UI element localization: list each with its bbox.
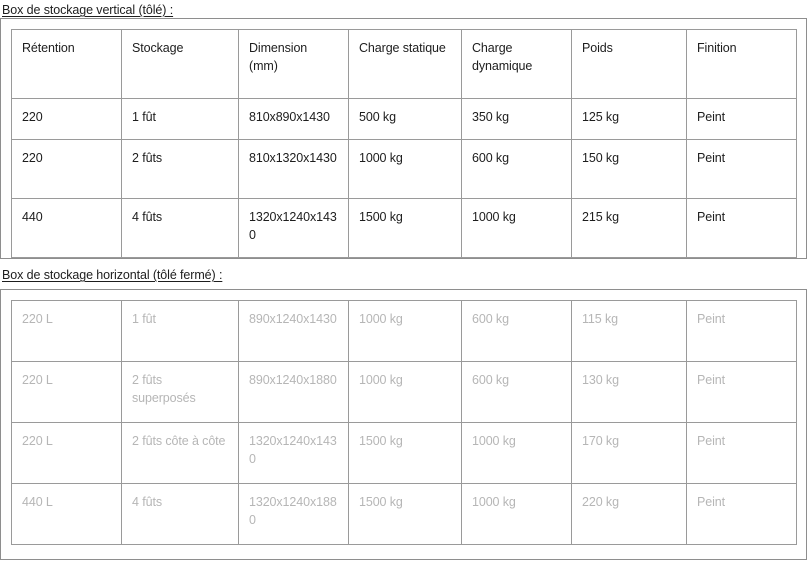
cell-poids: 170 kg — [571, 422, 687, 484]
cell-retention: 220 — [11, 98, 122, 140]
cell-stockage: 2 fûts — [121, 139, 239, 199]
table-frame-horizontal: 220 L 1 fût 890x1240x1430 1000 kg 600 kg… — [0, 289, 807, 560]
column-header-charge-dynamique: Charge dynamique — [461, 29, 572, 99]
table-row: 220 1 fût 810x890x1430 500 kg 350 kg 125… — [11, 98, 797, 140]
cell-dimension: 1320x1240x1430 — [238, 422, 349, 484]
cell-retention: 220 L — [11, 361, 122, 423]
cell-finition: Peint — [686, 300, 797, 362]
table-row: 220 L 1 fût 890x1240x1430 1000 kg 600 kg… — [11, 300, 797, 362]
cell-charge-dynamique: 600 kg — [461, 361, 572, 423]
table-row: 220 L 2 fûts côte à côte 1320x1240x1430 … — [11, 422, 797, 484]
cell-finition: Peint — [686, 361, 797, 423]
cell-dimension: 810x890x1430 — [238, 98, 349, 140]
column-header-poids: Poids — [571, 29, 687, 99]
column-header-dimension: Dimension (mm) — [238, 29, 349, 99]
column-header-retention: Rétention — [11, 29, 122, 99]
cell-charge-statique: 500 kg — [348, 98, 462, 140]
column-header-charge-statique: Charge statique — [348, 29, 462, 99]
cell-retention: 440 — [11, 198, 122, 258]
cell-charge-statique: 1000 kg — [348, 300, 462, 362]
table-header-row: Rétention Stockage Dimension (mm) Charge… — [11, 29, 797, 99]
table-row: 220 L 2 fûts superposés 890x1240x1880 10… — [11, 361, 797, 423]
cell-stockage: 2 fûts côte à côte — [121, 422, 239, 484]
cell-dimension: 810x1320x1430 — [238, 139, 349, 199]
cell-stockage: 1 fût — [121, 300, 239, 362]
cell-charge-dynamique: 600 kg — [461, 300, 572, 362]
table-row: 440 4 fûts 1320x1240x1430 1500 kg 1000 k… — [11, 198, 797, 258]
cell-poids: 215 kg — [571, 198, 687, 258]
cell-charge-dynamique: 350 kg — [461, 98, 572, 140]
cell-poids: 125 kg — [571, 98, 687, 140]
column-header-finition: Finition — [686, 29, 797, 99]
table-frame-vertical: Rétention Stockage Dimension (mm) Charge… — [0, 18, 807, 259]
section-title-vertical: Box de stockage vertical (tôlé) : — [2, 3, 174, 17]
cell-stockage: 4 fûts — [121, 483, 239, 545]
cell-stockage: 1 fût — [121, 98, 239, 140]
cell-finition: Peint — [686, 139, 797, 199]
spec-table-vertical: Rétention Stockage Dimension (mm) Charge… — [11, 29, 797, 258]
cell-charge-statique: 1500 kg — [348, 483, 462, 545]
cell-stockage: 4 fûts — [121, 198, 239, 258]
cell-charge-dynamique: 1000 kg — [461, 422, 572, 484]
cell-finition: Peint — [686, 483, 797, 545]
cell-stockage: 2 fûts superposés — [121, 361, 239, 423]
column-header-stockage: Stockage — [121, 29, 239, 99]
cell-dimension: 890x1240x1430 — [238, 300, 349, 362]
cell-retention: 220 — [11, 139, 122, 199]
cell-retention: 220 L — [11, 422, 122, 484]
cell-poids: 150 kg — [571, 139, 687, 199]
cell-charge-statique: 1000 kg — [348, 139, 462, 199]
cell-dimension: 890x1240x1880 — [238, 361, 349, 423]
cell-dimension: 1320x1240x1880 — [238, 483, 349, 545]
section-title-horizontal: Box de stockage horizontal (tôlé fermé) … — [2, 268, 223, 282]
cell-poids: 220 kg — [571, 483, 687, 545]
cell-finition: Peint — [686, 98, 797, 140]
spec-table-horizontal: 220 L 1 fût 890x1240x1430 1000 kg 600 kg… — [11, 300, 797, 545]
cell-charge-dynamique: 1000 kg — [461, 483, 572, 545]
cell-charge-dynamique: 1000 kg — [461, 198, 572, 258]
cell-finition: Peint — [686, 422, 797, 484]
cell-poids: 130 kg — [571, 361, 687, 423]
cell-dimension: 1320x1240x1430 — [238, 198, 349, 258]
cell-charge-statique: 1000 kg — [348, 361, 462, 423]
cell-charge-statique: 1500 kg — [348, 422, 462, 484]
cell-retention: 440 L — [11, 483, 122, 545]
table-row: 220 2 fûts 810x1320x1430 1000 kg 600 kg … — [11, 139, 797, 199]
cell-charge-dynamique: 600 kg — [461, 139, 572, 199]
table-row: 440 L 4 fûts 1320x1240x1880 1500 kg 1000… — [11, 483, 797, 545]
cell-charge-statique: 1500 kg — [348, 198, 462, 258]
cell-poids: 115 kg — [571, 300, 687, 362]
cell-finition: Peint — [686, 198, 797, 258]
cell-retention: 220 L — [11, 300, 122, 362]
